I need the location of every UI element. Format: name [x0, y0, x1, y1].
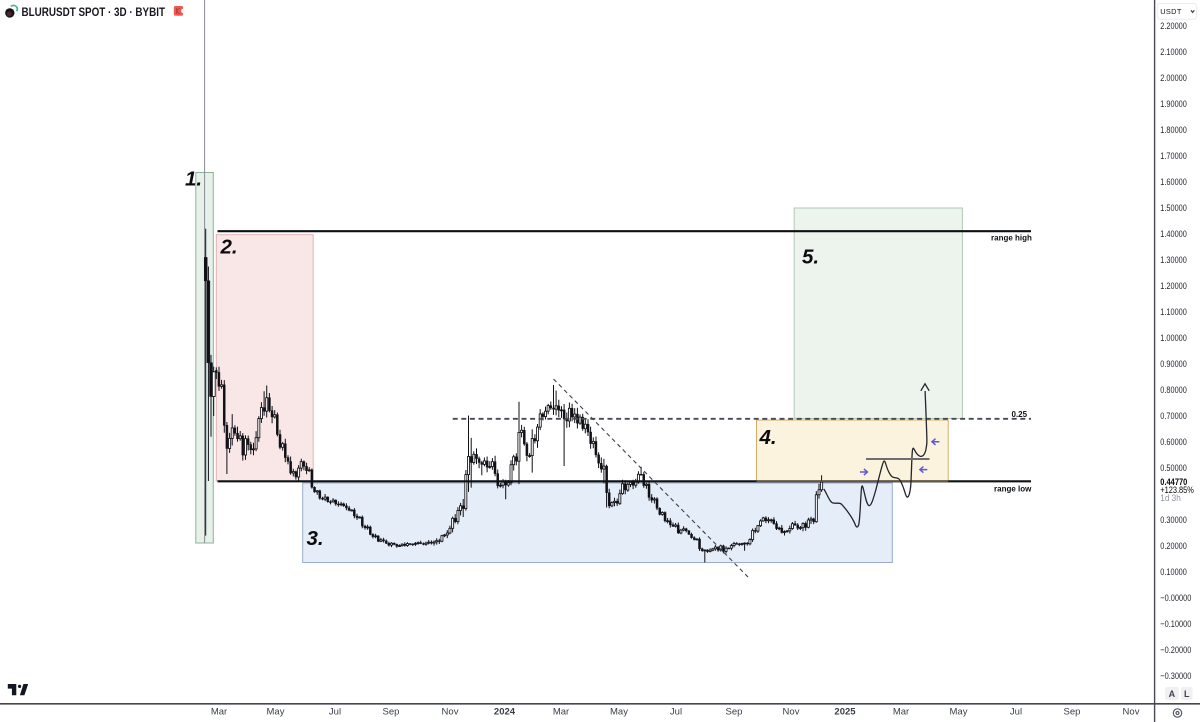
svg-text:2.20000: 2.20000: [1160, 21, 1187, 32]
svg-text:−0.00000: −0.00000: [1160, 593, 1191, 604]
svg-text:0.70000: 0.70000: [1160, 411, 1187, 422]
svg-text:−0.10000: −0.10000: [1160, 619, 1191, 630]
svg-text:0.20000: 0.20000: [1160, 541, 1187, 552]
svg-text:Nov: Nov: [442, 707, 459, 718]
svg-text:5.: 5.: [802, 246, 819, 269]
svg-text:1.: 1.: [185, 168, 202, 191]
svg-text:A: A: [1169, 689, 1176, 699]
svg-text:range high: range high: [991, 234, 1032, 243]
svg-text:−0.20000: −0.20000: [1160, 645, 1191, 656]
svg-text:Mar: Mar: [893, 707, 909, 718]
svg-text:1.20000: 1.20000: [1160, 281, 1187, 292]
svg-text:Jul: Jul: [329, 707, 341, 718]
svg-text:BLURUSDT SPOT · 3D · BYBIT: BLURUSDT SPOT · 3D · BYBIT: [22, 5, 166, 19]
svg-text:Sep: Sep: [383, 707, 400, 718]
svg-text:1d 3h: 1d 3h: [1160, 493, 1181, 504]
svg-text:Sep: Sep: [1064, 707, 1081, 718]
svg-text:0.25: 0.25: [1012, 410, 1028, 419]
svg-text:Nov: Nov: [1123, 707, 1140, 718]
svg-text:+123.85%: +123.85%: [1160, 485, 1194, 496]
svg-text:May: May: [267, 707, 285, 718]
svg-text:−0.30000: −0.30000: [1160, 671, 1191, 682]
svg-text:0.10000: 0.10000: [1160, 567, 1187, 578]
svg-text:0.30000: 0.30000: [1160, 515, 1187, 526]
svg-text:USDT: USDT: [1160, 7, 1182, 16]
svg-text:1.50000: 1.50000: [1160, 203, 1187, 214]
svg-text:1.10000: 1.10000: [1160, 307, 1187, 318]
svg-text:1.40000: 1.40000: [1160, 229, 1187, 240]
svg-text:Sep: Sep: [726, 707, 743, 718]
svg-text:0.90000: 0.90000: [1160, 359, 1187, 370]
svg-text:2.00000: 2.00000: [1160, 73, 1187, 84]
svg-text:0.50000: 0.50000: [1160, 463, 1187, 474]
svg-text:1.80000: 1.80000: [1160, 125, 1187, 136]
svg-text:Mar: Mar: [211, 707, 227, 718]
svg-text:Jul: Jul: [1010, 707, 1022, 718]
svg-text:Jul: Jul: [670, 707, 682, 718]
svg-text:1.70000: 1.70000: [1160, 151, 1187, 162]
svg-text:Mar: Mar: [553, 707, 569, 718]
svg-text:4.: 4.: [759, 426, 777, 449]
svg-text:0.80000: 0.80000: [1160, 385, 1187, 396]
svg-text:range low: range low: [994, 485, 1032, 494]
svg-text:3.: 3.: [307, 527, 324, 550]
svg-text:May: May: [610, 707, 628, 718]
svg-text:0.44770: 0.44770: [1160, 477, 1187, 488]
svg-text:2024: 2024: [494, 707, 516, 718]
svg-text:1.00000: 1.00000: [1160, 333, 1187, 344]
svg-text:0.60000: 0.60000: [1160, 437, 1187, 448]
svg-text:Nov: Nov: [783, 707, 800, 718]
svg-text:May: May: [950, 707, 968, 718]
svg-text:2.10000: 2.10000: [1160, 47, 1187, 58]
svg-text:2025: 2025: [834, 707, 856, 718]
svg-text:1.90000: 1.90000: [1160, 99, 1187, 110]
svg-text:L: L: [1184, 689, 1190, 699]
svg-text:2.: 2.: [220, 236, 238, 259]
svg-text:1.30000: 1.30000: [1160, 255, 1187, 266]
svg-text:1.60000: 1.60000: [1160, 177, 1187, 188]
